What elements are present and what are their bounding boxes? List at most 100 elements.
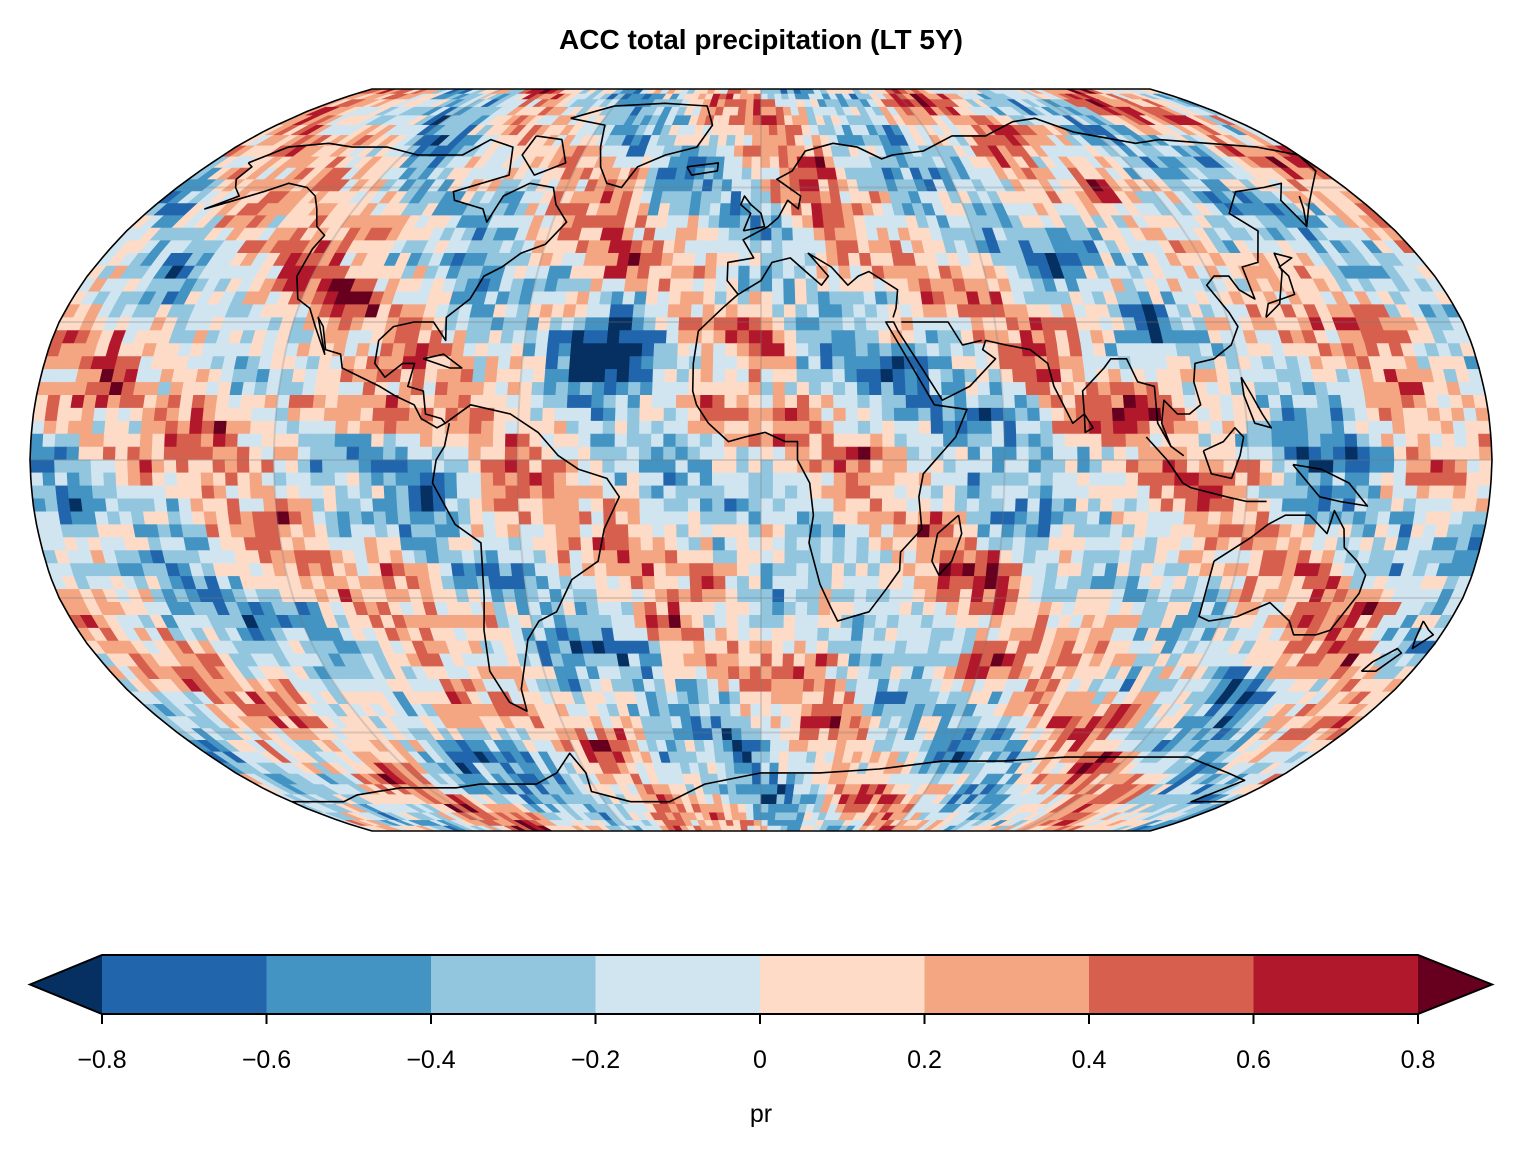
grid-cell	[505, 420, 519, 435]
grid-cell	[760, 330, 774, 344]
grid-cell	[842, 576, 857, 590]
grid-cell	[517, 407, 532, 422]
grid-cell	[855, 563, 869, 577]
grid-cell	[544, 369, 558, 383]
grid-cell	[557, 356, 571, 370]
grid-cell	[177, 498, 193, 513]
grid-cell	[1134, 511, 1149, 526]
grid-cell	[383, 472, 397, 487]
grid-cell	[1381, 446, 1395, 461]
grid-cell	[1173, 420, 1187, 435]
grid-cell	[1134, 394, 1149, 409]
grid-cell	[322, 420, 337, 435]
grid-cell	[743, 125, 754, 136]
grid-cell	[1002, 407, 1017, 422]
grid-cell	[325, 382, 341, 396]
grid-cell	[90, 459, 104, 474]
grid-cell	[760, 459, 774, 474]
grid-cell	[717, 135, 728, 147]
grid-cell	[965, 524, 979, 538]
grid-cell	[724, 382, 738, 396]
grid-cell	[423, 537, 439, 551]
grid-cell	[640, 356, 655, 370]
grid-cell	[710, 191, 723, 204]
grid-cell	[310, 433, 324, 448]
grid-cell	[472, 369, 486, 383]
grid-cell	[1039, 485, 1054, 500]
grid-cell	[760, 156, 771, 169]
grid-cell	[597, 304, 612, 319]
grid-cell	[665, 563, 679, 577]
grid-cell	[991, 433, 1005, 448]
grid-cell	[651, 498, 665, 513]
grid-cell	[697, 215, 710, 229]
grid-cell	[930, 472, 944, 487]
grid-cell	[1109, 524, 1124, 538]
grid-cell	[42, 433, 56, 448]
grid-cell	[496, 369, 510, 383]
grid-cell	[1381, 459, 1395, 474]
grid-cell	[1367, 485, 1382, 500]
grid-cell	[906, 420, 920, 435]
grid-cell	[468, 420, 483, 435]
grid-cell	[367, 343, 383, 357]
grid-cell	[336, 511, 351, 526]
grid-cell	[593, 563, 608, 577]
grid-cell	[784, 472, 798, 487]
grid-cell	[882, 446, 896, 461]
grid-cell	[1369, 446, 1383, 461]
grid-cell	[298, 420, 313, 435]
grid-cell	[1157, 524, 1172, 538]
grid-cell	[1271, 472, 1285, 487]
grid-cell	[1208, 498, 1223, 513]
grid-cell	[977, 382, 991, 396]
grid-cell	[1271, 459, 1286, 474]
grid-cell	[844, 524, 858, 538]
grid-cell	[699, 498, 713, 513]
grid-cell	[1123, 498, 1138, 513]
grid-cell	[504, 446, 518, 461]
grid-cell	[827, 265, 841, 280]
grid-cell	[253, 382, 269, 396]
grid-cell	[1113, 459, 1127, 474]
grid-cell	[217, 382, 233, 396]
grid-cell	[760, 511, 774, 526]
grid-cell	[300, 511, 315, 526]
grid-cell	[1022, 356, 1037, 370]
grid-cell	[663, 407, 677, 422]
grid-cell	[1466, 472, 1480, 487]
grid-cell	[724, 563, 738, 577]
grid-cell	[372, 498, 386, 513]
grid-cell	[391, 563, 407, 577]
grid-cell	[151, 459, 165, 474]
grid-cell	[382, 459, 397, 474]
grid-cell	[116, 420, 131, 435]
grid-cell	[840, 291, 854, 306]
grid-cell	[1070, 550, 1085, 564]
grid-cell	[893, 407, 908, 422]
grid-cell	[460, 369, 475, 383]
grid-cell	[1169, 382, 1184, 396]
grid-cell	[543, 382, 557, 396]
grid-cell	[626, 472, 640, 487]
grid-cell	[737, 304, 750, 319]
grid-cell	[44, 407, 59, 422]
grid-cell	[1428, 485, 1443, 500]
grid-cell	[615, 394, 629, 409]
grid-cell	[420, 420, 434, 435]
grid-cell	[894, 446, 908, 461]
grid-cell	[1306, 485, 1321, 500]
grid-cell	[857, 407, 871, 422]
grid-cell	[700, 524, 714, 538]
grid-cell	[845, 446, 859, 461]
grid-cell	[772, 304, 785, 319]
grid-cell	[834, 227, 848, 241]
grid-cell	[139, 446, 153, 461]
grid-cell	[1148, 407, 1162, 422]
grid-cell	[580, 369, 594, 383]
grid-cell	[1414, 498, 1430, 513]
grid-cell	[865, 317, 879, 331]
grid-cell	[579, 524, 593, 538]
grid-cell	[286, 420, 301, 435]
grid-cell	[966, 407, 980, 422]
